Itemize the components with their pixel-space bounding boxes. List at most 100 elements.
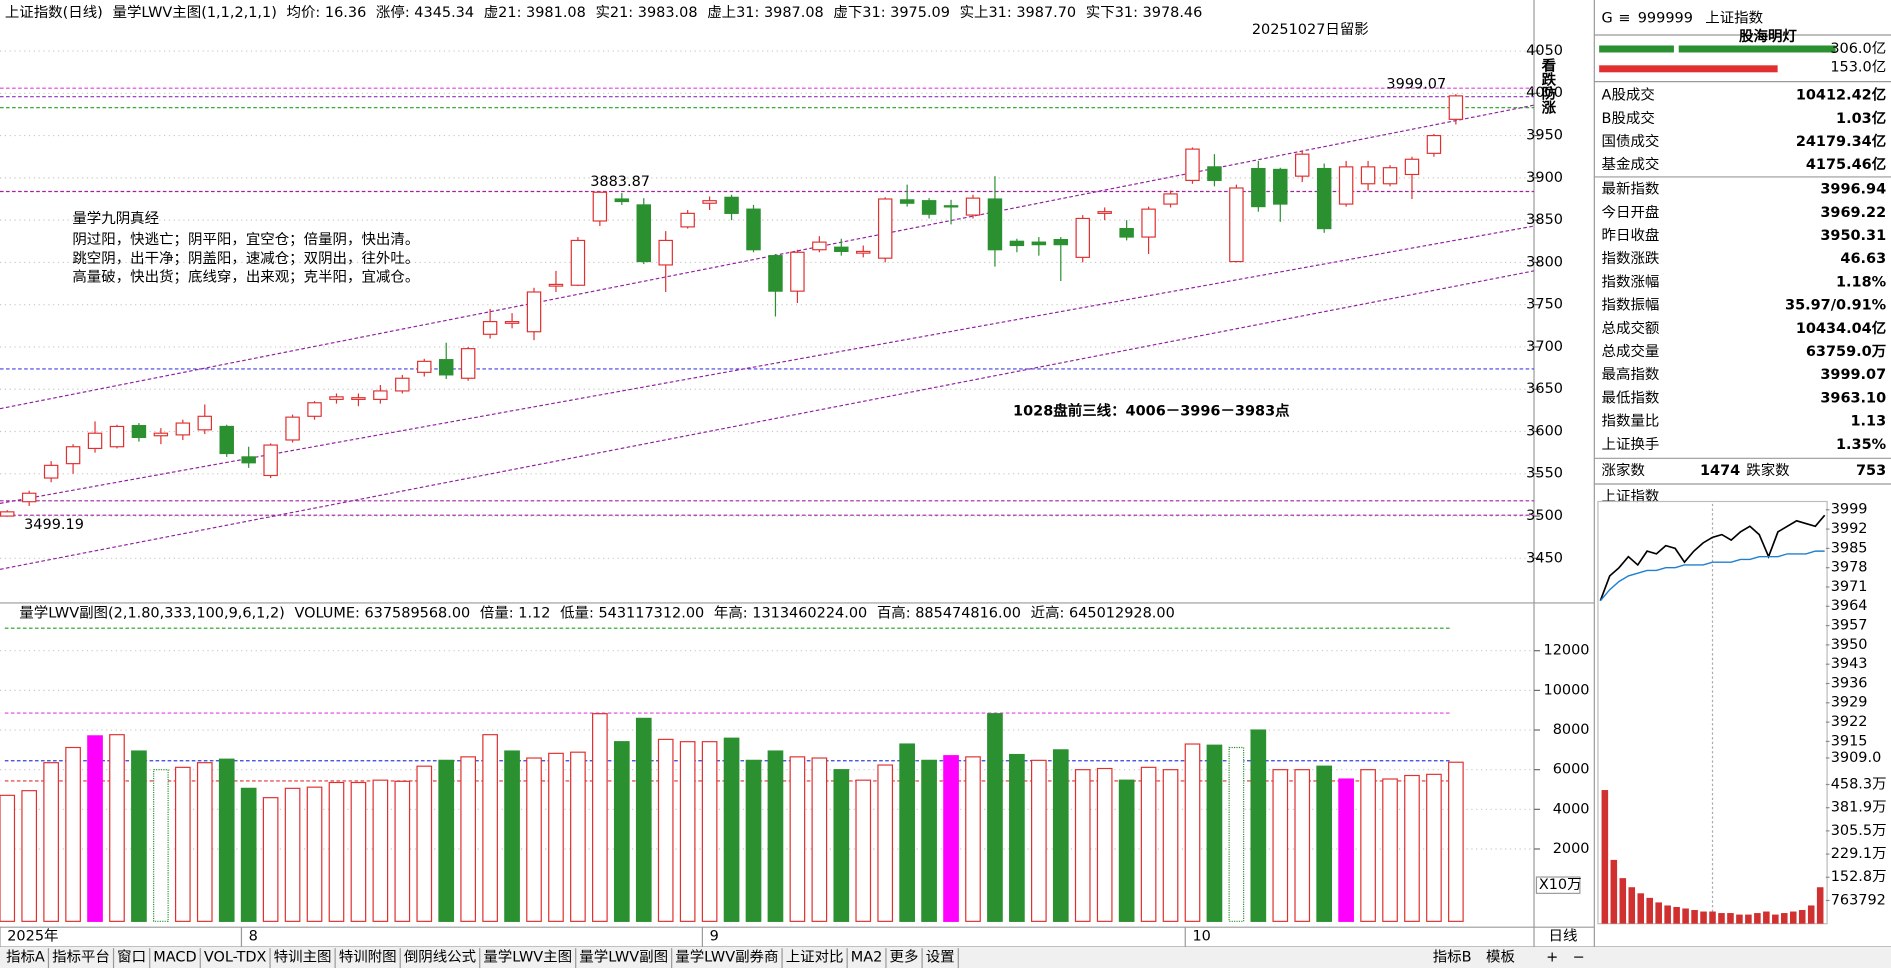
volume-bar xyxy=(87,735,103,922)
candle-body xyxy=(768,255,783,292)
intraday-line xyxy=(1599,514,1826,602)
mini-vol-tick-label: 458.3万 xyxy=(1831,777,1887,793)
verse-title: 量学九阴真经 xyxy=(72,209,159,227)
quote-value: 1.13 xyxy=(1850,414,1886,430)
quote-value: 10434.04亿 xyxy=(1796,319,1886,337)
volume-bar xyxy=(1426,773,1442,922)
breadth-label: 涨家数 xyxy=(1602,462,1645,479)
candle-body xyxy=(351,397,366,400)
volume-bar xyxy=(240,787,257,922)
header-item: 涨停: 4345.34 xyxy=(376,4,474,21)
volume-bar xyxy=(943,755,959,922)
volume-bar xyxy=(1448,761,1464,922)
quote-value: 46.63 xyxy=(1840,251,1886,267)
quote-value: 1.35% xyxy=(1836,437,1886,453)
candle-body xyxy=(1273,168,1288,205)
volume-bar xyxy=(328,781,345,922)
indicator-tab[interactable]: MACD xyxy=(153,950,196,966)
candle-body xyxy=(175,422,191,436)
indicator-tab[interactable]: 窗口 xyxy=(117,948,146,966)
header-item: 实上31: 3987.70 xyxy=(960,4,1077,21)
mini-y-tick-label: 3909.0 xyxy=(1831,750,1882,766)
quote-label: 最低指数 xyxy=(1602,390,1660,407)
candle-body xyxy=(1185,148,1200,181)
quote-label: 国债成交 xyxy=(1602,132,1660,150)
indicator-tab[interactable]: 量学LWV主图 xyxy=(483,949,572,966)
warning-note: 看跌防涨 xyxy=(1539,58,1555,116)
x-tick-label: 9 xyxy=(710,929,719,945)
pane-stat: 倍量: 1.12 xyxy=(480,605,551,622)
watermark: 股海明灯 xyxy=(1739,27,1797,45)
candle-body xyxy=(43,464,59,479)
volume-bar xyxy=(1228,746,1245,922)
volume-bar xyxy=(1294,769,1311,922)
buy-bar xyxy=(1678,45,1836,53)
indicator-tab[interactable]: MA2 xyxy=(851,950,883,966)
intraday-volume-bar xyxy=(1628,887,1636,924)
mini-vol-tick-label: 381.9万 xyxy=(1831,800,1887,816)
volume-bar xyxy=(1140,766,1157,922)
pane-stat: 百高: 885474816.00 xyxy=(877,605,1021,622)
zoom-button[interactable]: + xyxy=(1546,950,1558,966)
unit-label: X10万 xyxy=(1539,877,1582,893)
candle-body xyxy=(921,200,937,215)
indicator-tab[interactable]: 量学LWV副券商 xyxy=(675,949,778,966)
indicator-tab[interactable]: 特训附图 xyxy=(339,949,397,966)
candle-body xyxy=(87,432,103,450)
indicator-tab[interactable]: 指标B xyxy=(1433,949,1472,966)
zoom-button[interactable]: − xyxy=(1573,950,1585,966)
trend-line xyxy=(0,104,1535,410)
mini-y-tick-label: 3915 xyxy=(1831,734,1868,750)
candle-body xyxy=(329,396,344,400)
indicator-tab[interactable]: 指标A xyxy=(6,949,45,966)
intraday-volume-bar xyxy=(1745,914,1752,924)
indicator-tab[interactable]: 倒阴线公式 xyxy=(404,949,476,966)
mini-vol-tick-label: 305.5万 xyxy=(1831,823,1887,839)
volume-bar xyxy=(657,738,674,922)
verse-line: 阴过阳，快逃亡；阴平阳，宜空仓；倍量阴，快出清。 xyxy=(72,231,419,248)
indicator-tab[interactable]: 设置 xyxy=(926,949,955,966)
header-item: 实下31: 3978.46 xyxy=(1086,4,1203,21)
breadth-value: 753 xyxy=(1856,463,1886,479)
indicator-tab[interactable]: 更多 xyxy=(890,949,919,966)
market-flag: G xyxy=(1602,11,1613,27)
y-tick-label: 3750 xyxy=(1526,297,1563,313)
candle-body xyxy=(65,446,81,465)
indicator-tab[interactable]: VOL-TDX xyxy=(204,950,267,966)
volume-bar xyxy=(394,780,411,922)
indicator-tab[interactable]: 指标平台 xyxy=(52,949,110,966)
volume-bar xyxy=(1118,779,1135,922)
candle-body xyxy=(1163,193,1178,205)
indicator-tab[interactable]: 量学LWV副图 xyxy=(579,949,668,966)
intraday-volume-bar xyxy=(1763,911,1770,924)
candle-body xyxy=(307,402,322,417)
y-tick-label: 3450 xyxy=(1526,550,1563,566)
volume-bar xyxy=(570,751,586,922)
header-item: 上证指数(日线) xyxy=(5,4,103,21)
period-button[interactable]: 日线 xyxy=(1548,928,1577,945)
mini-y-tick-label: 3992 xyxy=(1831,521,1868,537)
candle-body xyxy=(460,348,476,379)
volume-bar xyxy=(635,717,652,922)
volume-bar xyxy=(1250,729,1267,922)
indicator-tab[interactable]: 特训主图 xyxy=(274,949,332,966)
quote-label: A股成交 xyxy=(1602,86,1655,104)
volume-bar xyxy=(196,762,213,922)
indicator-tab[interactable]: 模板 xyxy=(1486,949,1515,966)
candle-body xyxy=(899,199,915,204)
x-tick-label: 10 xyxy=(1192,929,1210,945)
volume-bar xyxy=(1272,769,1289,922)
volume-bar xyxy=(1338,778,1354,922)
volume-bar xyxy=(679,741,696,922)
buy-bar xyxy=(1599,45,1674,53)
indicator-tab[interactable]: 上证对比 xyxy=(786,949,844,966)
y-tick-label: 2000 xyxy=(1553,841,1590,857)
volume-bar xyxy=(987,713,1003,922)
candle-body xyxy=(395,377,410,392)
volume-bar xyxy=(109,734,125,922)
quote-value: 3969.22 xyxy=(1820,205,1886,221)
intraday-volume-bar xyxy=(1807,905,1815,924)
candle-body xyxy=(482,321,498,335)
trend-line xyxy=(0,270,1535,570)
